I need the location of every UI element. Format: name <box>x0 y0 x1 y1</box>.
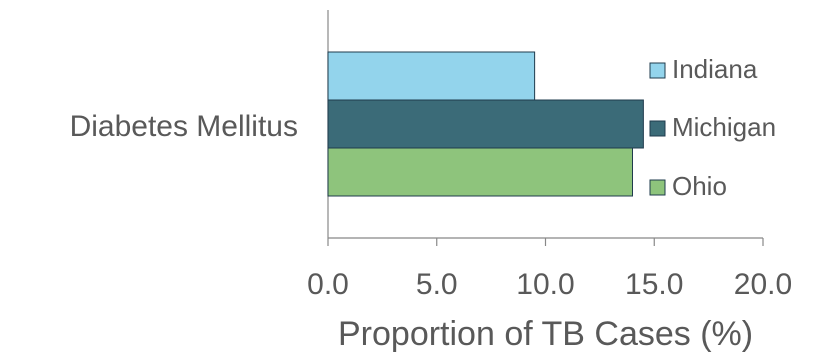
x-tick-label: 0.0 <box>307 268 349 301</box>
legend-swatch-ohio <box>649 179 666 196</box>
x-tick-label: 5.0 <box>416 268 458 301</box>
legend-label-indiana: Indiana <box>672 54 758 84</box>
legend-swatch-michigan <box>649 120 666 137</box>
legend-label-ohio: Ohio <box>672 171 727 201</box>
x-tick-label: 20.0 <box>734 268 792 301</box>
bar-indiana <box>327 51 536 101</box>
legend-label-michigan: Michigan <box>672 112 776 142</box>
x-ticks-group: 0.0 5.0 10.0 15.0 20.0 <box>307 238 792 301</box>
bars-group <box>327 51 644 197</box>
bar-ohio <box>327 147 633 197</box>
x-tick-label: 15.0 <box>625 268 683 301</box>
bar-michigan <box>327 99 644 149</box>
legend: Indiana Michigan Ohio <box>649 54 776 201</box>
x-axis-title: Proportion of TB Cases (%) <box>338 315 753 353</box>
x-tick-label: 10.0 <box>516 268 574 301</box>
category-label: Diabetes Mellitus <box>70 110 298 143</box>
legend-swatch-indiana <box>649 62 666 79</box>
